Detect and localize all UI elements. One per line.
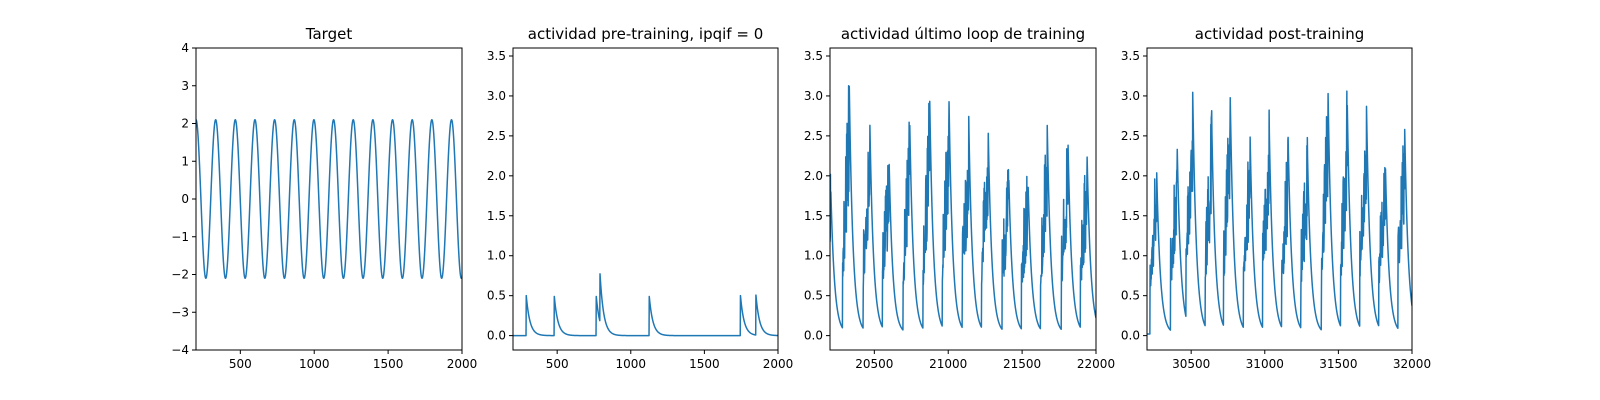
y-tick-label: 3.5	[1121, 49, 1140, 63]
y-tick-label: 2	[181, 117, 189, 131]
y-tick-label: 2.5	[804, 129, 823, 143]
x-tick-label: 20500	[855, 357, 893, 371]
y-tick-label: 3.0	[1121, 89, 1140, 103]
y-tick-label: 4	[181, 41, 189, 55]
x-tick-label: 22000	[1077, 357, 1115, 371]
y-tick-label: 3.5	[804, 49, 823, 63]
subplot-title: actividad post-training	[1195, 25, 1364, 43]
y-tick-label: 2.0	[1121, 169, 1140, 183]
subplot-title: actividad último loop de training	[841, 25, 1085, 43]
y-tick-label: 3.5	[487, 49, 506, 63]
x-tick-label: 21500	[1003, 357, 1041, 371]
x-tick-label: 2000	[763, 357, 794, 371]
series-line	[1147, 90, 1412, 335]
y-tick-label: 0	[181, 192, 189, 206]
y-tick-label: 2.0	[804, 169, 823, 183]
y-tick-label: 3	[181, 79, 189, 93]
x-tick-label: 1500	[373, 357, 404, 371]
y-tick-label: −4	[171, 343, 189, 357]
y-tick-label: 0.0	[487, 329, 506, 343]
x-tick-label: 30500	[1172, 357, 1210, 371]
x-tick-label: 500	[546, 357, 569, 371]
y-tick-label: −3	[171, 305, 189, 319]
x-tick-label: 500	[229, 357, 252, 371]
x-tick-label: 31000	[1246, 357, 1284, 371]
series-line	[196, 118, 462, 280]
series-line	[513, 273, 778, 337]
y-tick-label: 2.5	[1121, 129, 1140, 143]
series-line	[830, 84, 1096, 331]
axes-frame	[1146, 47, 1413, 351]
y-tick-label: 1.0	[487, 249, 506, 263]
y-tick-label: 0.5	[804, 289, 823, 303]
subplot-1: Target 500 1000 1500 2000 −4 −3 −2 −1 0 1 2 3 4	[171, 25, 477, 371]
subplot-title: actividad pre-training, ipqif = 0	[528, 25, 764, 43]
subplot-title: Target	[305, 25, 353, 43]
subplot-4: actividad post-training 30500 31000 31500 32…	[1121, 25, 1431, 371]
y-tick-label: 0.5	[487, 289, 506, 303]
x-tick-label: 21000	[929, 357, 967, 371]
axes-frame	[829, 47, 1097, 351]
y-tick-label: 2.0	[487, 169, 506, 183]
subplot-2: actividad pre-training, ipqif = 0 500 1000…	[487, 25, 793, 371]
y-tick-label: 1	[181, 154, 189, 168]
y-tick-label: 2.5	[487, 129, 506, 143]
y-tick-label: −1	[171, 230, 189, 244]
y-tick-label: 0.5	[1121, 289, 1140, 303]
y-tick-label: 1.5	[1121, 209, 1140, 223]
y-tick-label: 0.0	[804, 329, 823, 343]
x-tick-label: 1000	[616, 357, 647, 371]
subplot-3: actividad último loop de training 20500 21…	[804, 25, 1115, 371]
y-tick-label: 1.5	[487, 209, 506, 223]
y-tick-label: 0.0	[1121, 329, 1140, 343]
x-tick-label: 1000	[299, 357, 330, 371]
x-tick-label: 1500	[689, 357, 720, 371]
y-tick-label: 1.5	[804, 209, 823, 223]
y-tick-label: 1.0	[1121, 249, 1140, 263]
y-tick-label: −2	[171, 268, 189, 282]
y-tick-label: 3.0	[487, 89, 506, 103]
x-tick-label: 31500	[1319, 357, 1357, 371]
y-tick-label: 3.0	[804, 89, 823, 103]
x-tick-label: 2000	[447, 357, 478, 371]
y-tick-label: 1.0	[804, 249, 823, 263]
x-tick-label: 32000	[1393, 357, 1431, 371]
axes-frame	[512, 47, 779, 351]
